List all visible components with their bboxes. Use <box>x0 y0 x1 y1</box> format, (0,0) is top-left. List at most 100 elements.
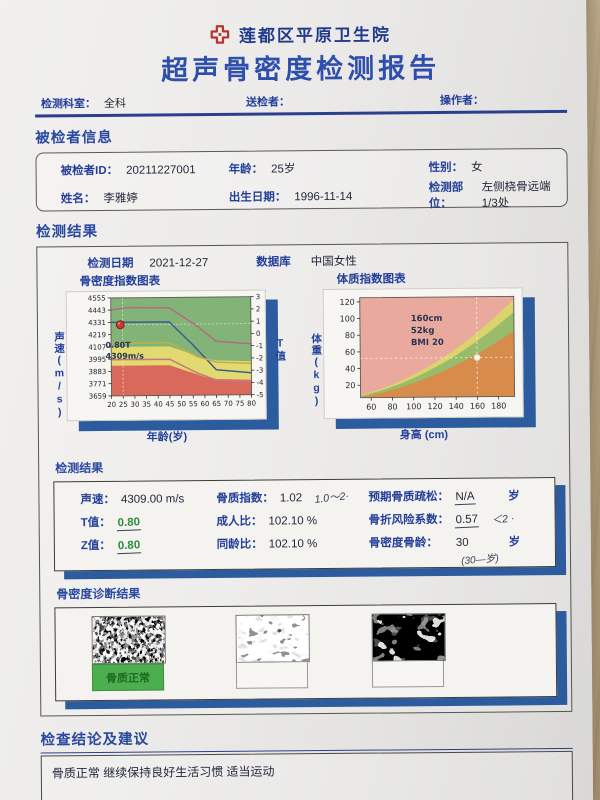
peer-ratio-label: 同龄比： <box>216 538 263 551</box>
dob-value: 1996-11-14 <box>294 190 353 204</box>
z-score-label: Z值： <box>80 539 111 553</box>
bone-texture-image-1 <box>91 615 166 665</box>
patient-section-title: 被检者信息 <box>35 129 113 147</box>
report-title: 超声骨密度检测报告 <box>161 53 441 86</box>
svg-text:BMI 20: BMI 20 <box>411 338 444 348</box>
sos-y-axis-label: 声速(m/s) <box>52 331 66 420</box>
dob-label: 出生日期： <box>228 191 287 204</box>
age-label: 年龄： <box>228 163 264 176</box>
diagnosis-empty-label-2 <box>371 661 445 688</box>
svg-text:3883: 3883 <box>88 368 106 376</box>
header-divider <box>35 109 568 118</box>
bmi-chart: 120 100 80 60 40 20 60 80 100 120 140 160 180 160cm 52… <box>322 287 524 420</box>
site-label: 检测部位： <box>428 181 464 211</box>
dept-label: 检测科室： <box>40 98 97 111</box>
measured-values-box: 声速： 4309.00 m/s T值： 0.80 Z值： 0.80 骨质指数： 1.02… <box>53 477 557 572</box>
svg-text:1: 1 <box>256 318 261 326</box>
sos-label: 声速： <box>80 493 116 507</box>
meta-row: 检测科室： 全科 送检者： 操作者： <box>35 91 567 111</box>
svg-text:52kg: 52kg <box>411 326 435 336</box>
svg-text:60: 60 <box>200 400 209 408</box>
svg-text:0.80T: 0.80T <box>105 341 131 350</box>
svg-text:55: 55 <box>189 400 198 408</box>
bone-index-label: 骨质指数： <box>216 492 274 505</box>
values-subtitle: 检测结果 <box>55 460 104 476</box>
t-score-value: 0.80 <box>116 516 142 532</box>
dept-value: 全科 <box>103 97 127 110</box>
bone-age-label: 骨密度骨龄： <box>368 537 438 550</box>
diagnosis-subtitle: 骨密度诊断结果 <box>56 586 141 602</box>
sender-label: 送检者： <box>245 96 291 109</box>
svg-text:80: 80 <box>387 402 397 411</box>
operator-label: 操作者： <box>439 94 485 108</box>
svg-text:25: 25 <box>119 401 128 409</box>
bone-density-chart-column: 骨密度指数图表 4555 3 4443 2 4331 1 4219 0 4107 -1 3995 -2… <box>65 272 267 446</box>
svg-text:40: 40 <box>345 364 355 373</box>
adult-ratio-value: 102.10 % <box>268 515 318 528</box>
handwritten-range-note: 1.0～2· <box>313 490 350 506</box>
diagnosis-normal-label: 骨质正常 <box>91 663 165 692</box>
database-value: 中国女性 <box>310 255 357 269</box>
results-box: 检测日期 2021-12-27 数据库 中国女性 声速(m/s) 骨密度指数图表… <box>36 241 573 717</box>
svg-text:-3: -3 <box>256 367 263 375</box>
conclusion-section-title: 检查结论及建议 <box>40 723 573 754</box>
age-value: 25岁 <box>271 162 296 176</box>
svg-text:65: 65 <box>212 400 221 408</box>
svg-text:0: 0 <box>256 330 261 338</box>
z-score-value: 0.80 <box>116 539 142 555</box>
svg-text:100: 100 <box>340 314 355 323</box>
values-column-1: 声速： 4309.00 m/s T值： 0.80 Z值： 0.80 <box>80 490 216 560</box>
svg-text:4309m/s: 4309m/s <box>106 352 145 361</box>
sos-value: 4309.00 m/s <box>120 493 185 506</box>
report-header: 莲都区平原卫生院 <box>34 19 566 48</box>
bone-density-chart: 4555 3 4443 2 4331 1 4219 0 4107 -1 3995 -2 3883 -3 37… <box>65 289 267 422</box>
svg-text:160cm: 160cm <box>411 314 443 324</box>
svg-text:-1: -1 <box>256 342 263 350</box>
svg-text:120: 120 <box>427 402 442 411</box>
svg-text:20: 20 <box>107 401 116 409</box>
svg-text:2: 2 <box>256 305 261 313</box>
svg-text:60: 60 <box>366 403 376 412</box>
svg-text:-5: -5 <box>257 391 264 399</box>
bmi-x-axis-label: 身高 (cm) <box>399 428 449 442</box>
svg-text:80: 80 <box>247 400 256 408</box>
name-label: 姓名： <box>60 193 96 206</box>
svg-text:45: 45 <box>165 400 174 408</box>
osteo-unit: 岁 <box>508 490 520 503</box>
patient-id-label: 被检者ID： <box>60 164 119 177</box>
sos-x-axis-label: 年龄(岁) <box>146 431 188 444</box>
svg-text:50: 50 <box>177 400 186 408</box>
svg-text:-4: -4 <box>256 379 264 387</box>
values-column-3: 预期骨质疏松： N/A 岁 骨折风险系数： 0.57 ＜2 · 骨密度骨龄： 30 岁 (3… <box>368 487 551 567</box>
bone-age-value: 30 <box>455 536 469 549</box>
date-row: 检测日期 2021-12-27 数据库 中国女性 <box>87 251 553 271</box>
values-column-2: 骨质指数： 1.02 1.0～2· 成人比： 102.10 % 同龄比： 102.10 … <box>216 489 369 559</box>
svg-text:75: 75 <box>235 400 244 408</box>
hospital-name: 莲都区平原卫生院 <box>238 24 392 46</box>
bmi-chart-title: 体质指数图表 <box>336 273 406 286</box>
expected-osteoporosis-label: 预期骨质疏松： <box>368 490 449 504</box>
gender-value: 女 <box>471 161 483 174</box>
patient-id-value: 20211227001 <box>126 163 196 177</box>
bone-density-chart-title: 骨密度指数图表 <box>79 275 161 289</box>
svg-text:30: 30 <box>130 401 139 409</box>
svg-text:140: 140 <box>449 402 464 411</box>
svg-text:35: 35 <box>142 401 151 409</box>
handwritten-risk-note: ＜2 · <box>490 512 515 527</box>
name-value: 李雅婷 <box>103 192 138 205</box>
bone-index-value: 1.02 <box>279 492 303 505</box>
red-cross-icon <box>210 24 229 44</box>
bone-texture-image-2 <box>235 614 310 663</box>
peer-ratio-value: 102.10 % <box>268 538 318 551</box>
bone-texture-osteoporosis <box>371 612 446 688</box>
svg-text:-2: -2 <box>256 354 263 362</box>
svg-text:4555: 4555 <box>88 294 106 302</box>
results-section-title: 检测结果 <box>36 224 99 241</box>
fracture-risk-label: 骨折风险系数： <box>368 513 450 527</box>
bmi-y-axis-label: 体重(kg) <box>310 333 323 409</box>
svg-text:4219: 4219 <box>88 331 106 339</box>
svg-text:3659: 3659 <box>89 392 107 400</box>
t-score-axis-label: T值 <box>274 337 287 362</box>
